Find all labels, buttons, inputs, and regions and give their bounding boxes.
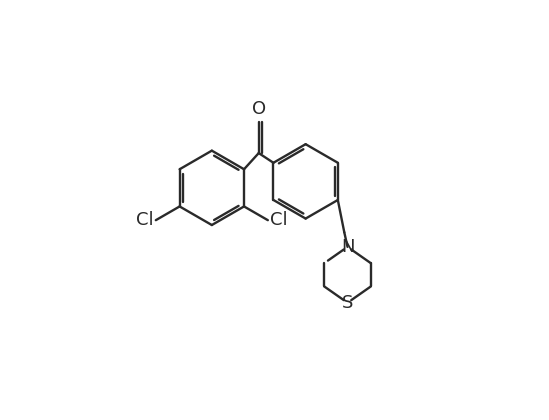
Text: S: S <box>342 294 353 312</box>
Text: O: O <box>251 100 266 118</box>
Text: Cl: Cl <box>136 211 153 229</box>
Text: N: N <box>341 238 354 256</box>
Text: Cl: Cl <box>271 211 288 229</box>
